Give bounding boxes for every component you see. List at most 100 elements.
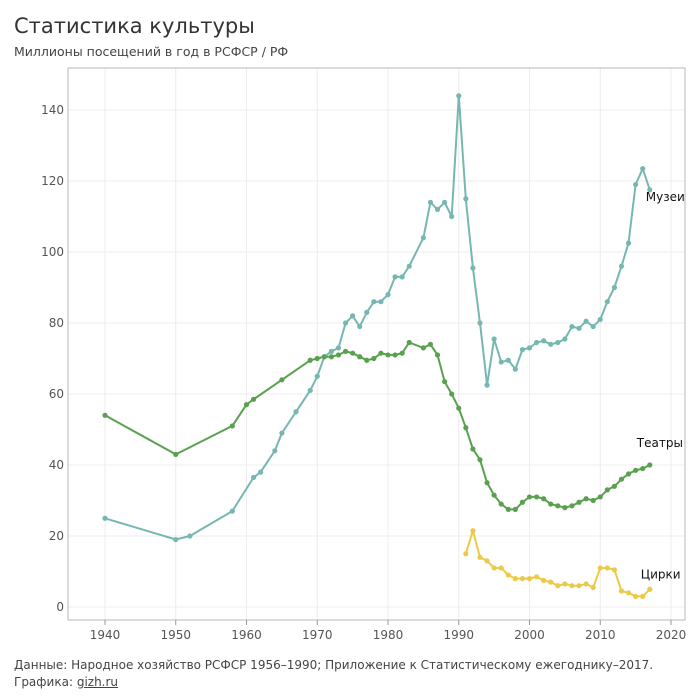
source-note: Данные: Народное хозяйство РСФСР 1956–19… [14,658,654,672]
data-point-museums [250,474,257,481]
data-point-theaters [250,396,257,402]
data-point-theaters [526,494,533,500]
data-point-museums [484,382,490,388]
data-point-theaters [618,476,625,482]
data-point-circuses [576,583,582,589]
data-point-theaters [611,483,618,489]
series-museums [102,93,653,543]
plot-frame [67,67,686,621]
gizh-link[interactable]: gizh.ru [76,675,119,689]
data-point-circuses [583,581,589,587]
data-point-museums [526,345,533,351]
data-point-circuses [604,565,610,571]
data-point-theaters [449,391,455,397]
data-point-theaters [562,505,568,511]
data-point-theaters [491,492,497,498]
x-tick-label: 1950 [160,628,191,642]
data-point-circuses [625,590,632,596]
data-point-circuses [498,565,504,571]
data-point-museums [611,284,618,291]
data-point-circuses [541,577,547,583]
data-point-museums [533,339,540,346]
data-point-museums [597,316,603,323]
data-point-museums [385,292,391,298]
series-label-theaters: Театры [636,436,683,450]
data-point-theaters [321,354,327,360]
data-point-circuses [548,579,554,585]
credit-line: Графика: gizh.ru [14,674,653,691]
data-point-theaters [484,480,490,486]
series-line-theaters [104,341,651,511]
data-point-theaters [541,496,547,502]
data-point-theaters [335,352,342,358]
data-point-museums [357,323,363,330]
chart-subtitle: Миллионы посещений в год в РСФСР / РФ [14,44,289,59]
data-point-circuses [484,558,490,564]
data-point-theaters [576,499,582,505]
data-point-theaters [378,350,384,356]
data-point-circuses [505,572,511,578]
data-point-museums [434,206,441,212]
data-point-museums [555,339,561,346]
y-tick-label: 100 [41,245,64,259]
data-point-circuses [590,584,596,591]
data-point-theaters [640,465,646,472]
data-point-museums [477,320,483,326]
data-point-theaters [243,402,250,408]
data-point-museums [229,508,235,514]
data-point-circuses [555,583,561,589]
x-tick-label: 2000 [514,628,545,642]
data-point-theaters [505,506,511,512]
data-point-museums [279,430,285,436]
data-point-theaters [583,496,589,502]
data-point-circuses [470,528,476,534]
data-point-museums [491,336,497,342]
data-point-theaters [102,412,108,418]
data-point-museums [406,263,412,269]
data-point-museums [640,165,646,172]
data-point-theaters [427,341,434,347]
series-theaters [102,339,653,512]
data-point-theaters [364,357,370,363]
series [102,93,653,599]
data-point-circuses [526,576,533,582]
chart-title: Статистика культуры [14,14,255,38]
data-point-theaters [498,501,504,507]
data-point-museums [576,325,582,331]
data-point-museums [293,409,299,415]
data-point-museums [647,187,653,193]
y-tick-label: 0 [56,600,64,614]
data-point-theaters [442,378,448,385]
data-point-museums [328,348,334,354]
data-point-theaters [569,503,575,509]
data-point-museums [399,274,405,280]
data-point-theaters [371,355,377,362]
y-tick-label: 140 [41,103,64,117]
y-tick-label: 80 [49,316,64,330]
x-tick-label: 2010 [585,628,616,642]
graphics-label: Графика: [14,675,73,689]
data-point-theaters [328,354,334,360]
data-point-theaters [519,499,526,505]
data-point-museums [442,199,448,205]
gridlines [68,68,685,620]
data-point-circuses [491,565,497,571]
x-tick-label: 1980 [373,628,404,642]
data-point-theaters [392,352,398,358]
data-point-museums [272,448,278,454]
data-point-museums [392,274,398,280]
data-point-circuses [633,593,639,599]
data-point-museums [378,299,384,305]
data-point-museums [102,515,108,521]
x-tick-label: 2020 [656,628,687,642]
y-tick-label: 60 [49,387,64,401]
data-point-theaters [555,503,561,509]
data-point-theaters [173,451,179,457]
data-point-theaters [647,462,653,468]
data-point-theaters [385,352,391,358]
data-point-circuses [611,567,618,573]
data-point-theaters [604,487,610,493]
data-point-circuses [477,554,483,560]
x-tick-label: 1970 [302,628,333,642]
data-point-museums [456,93,462,99]
